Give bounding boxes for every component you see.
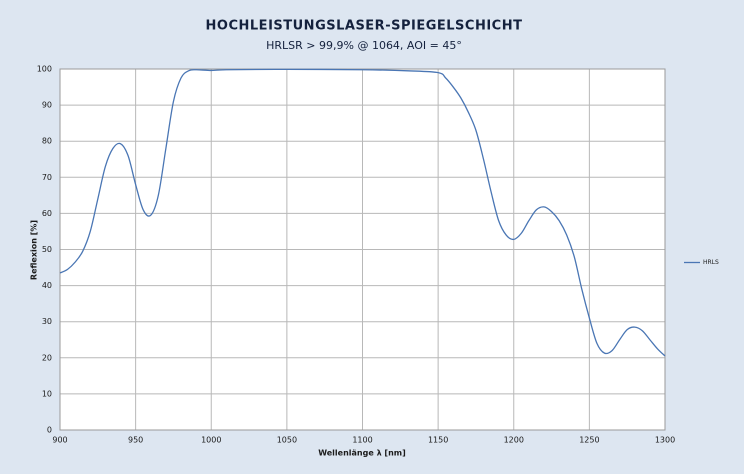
chart-title: HOCHLEISTUNGSLASER-SPIEGELSCHICHT [206,19,523,34]
y-tick-label: 50 [42,245,52,254]
plot-border [59,68,666,431]
data-line [59,68,666,357]
legend-label: HRLS [703,259,719,266]
y-tick-label: 0 [47,426,52,435]
x-tick-label: 1000 [201,436,221,445]
y-tick-label: 20 [42,353,52,362]
y-tick-label: 10 [42,389,52,398]
y-tick-label: 60 [42,209,52,218]
chart-subtitle: HRLSR > 99,9% @ 1064, AOI = 45° [266,39,462,52]
y-tick-label: 30 [42,317,52,326]
y-tick-label: 40 [42,281,52,290]
x-axis-label: Wellenlänge λ [nm] [318,449,406,458]
y-tick-label: 80 [42,137,52,146]
x-tick-label: 900 [52,436,67,445]
x-tick-label: 1050 [277,436,297,445]
x-tick-label: 1150 [428,436,448,445]
x-tick-label: 950 [128,436,143,445]
y-axis-label: Reflexion [%] [30,220,39,280]
y-tick-label: 100 [37,65,52,74]
x-tick-label: 1200 [504,436,524,445]
y-tick-label: 90 [42,101,52,110]
x-tick-label: 1100 [352,436,372,445]
y-tick-label: 70 [42,173,52,182]
x-tick-label: 1300 [655,436,675,445]
x-tick-label: 1250 [579,436,599,445]
